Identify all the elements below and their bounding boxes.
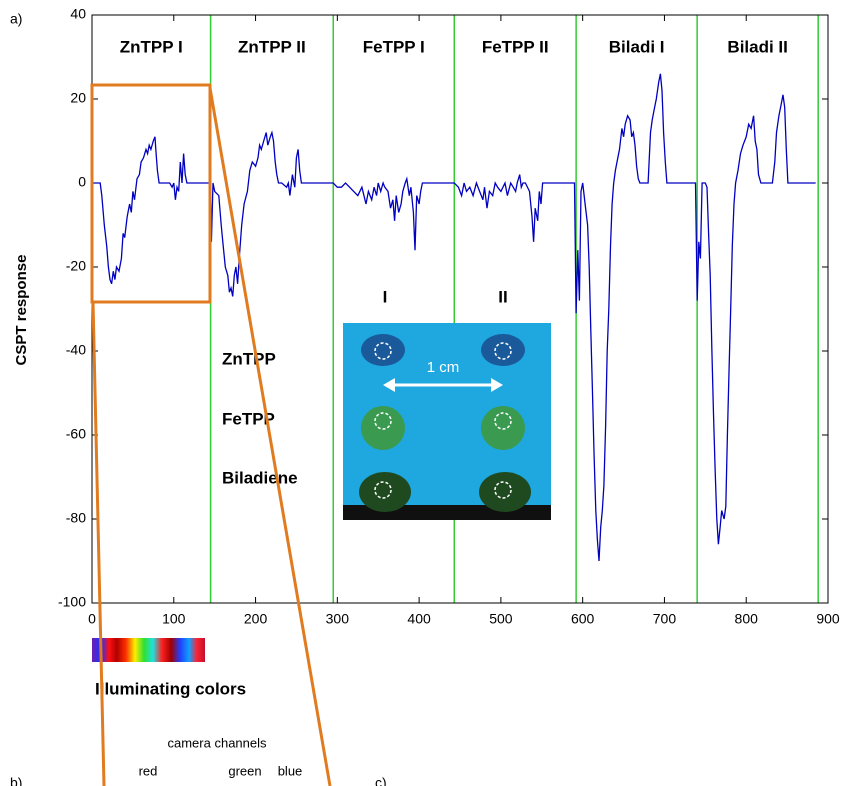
x-tick-label: 700 bbox=[653, 611, 677, 627]
x-tick-label: 600 bbox=[571, 611, 595, 627]
zoom-box bbox=[90, 83, 212, 304]
y-axis-label: CSPT response bbox=[13, 255, 30, 366]
y-tick-label: -20 bbox=[66, 258, 86, 274]
x-tick-label: 200 bbox=[244, 611, 268, 627]
channel-label: red bbox=[139, 763, 158, 778]
x-tick-label: 0 bbox=[88, 611, 96, 627]
spectrum-bar bbox=[92, 638, 205, 662]
row-label: ZnTPP bbox=[222, 349, 276, 368]
zoom-line bbox=[208, 87, 332, 786]
segment-label: Biladi II bbox=[727, 37, 787, 56]
y-tick-label: -40 bbox=[66, 342, 86, 358]
row-label: Biladiene bbox=[222, 468, 298, 487]
y-tick-label: -80 bbox=[66, 510, 86, 526]
panel-label: c) bbox=[375, 775, 387, 786]
x-tick-label: 500 bbox=[489, 611, 513, 627]
spot bbox=[479, 472, 531, 512]
segment-label: ZnTPP II bbox=[238, 37, 306, 56]
x-tick-label: 100 bbox=[162, 611, 186, 627]
segment-label: ZnTPP I bbox=[120, 37, 183, 56]
data-line bbox=[92, 73, 816, 562]
spot bbox=[481, 334, 525, 366]
arrow-head bbox=[491, 378, 503, 392]
spectrum-caption: Illuminating colors bbox=[95, 679, 246, 698]
zoom-line bbox=[91, 301, 106, 786]
plot: ZnTPP I ZnTPP II FeTPP I FeTPP II Biladi I Bi… bbox=[58, 6, 840, 627]
column-label: I bbox=[383, 287, 388, 306]
camera-title: camera channels bbox=[168, 735, 267, 750]
column-label: II bbox=[498, 287, 507, 306]
scale-label: 1 cm bbox=[427, 359, 460, 376]
inset-photo: 1 cm bbox=[343, 323, 551, 520]
panel-label: a) bbox=[10, 11, 22, 27]
y-tick-label: -60 bbox=[66, 426, 86, 442]
segment-label: Biladi I bbox=[609, 37, 665, 56]
y-tick-label: 40 bbox=[70, 6, 86, 22]
spot bbox=[361, 406, 405, 450]
x-tick-label: 900 bbox=[816, 611, 840, 627]
spot bbox=[359, 472, 411, 512]
x-tick-label: 400 bbox=[407, 611, 431, 627]
y-tick-label: -100 bbox=[58, 594, 86, 610]
channel-label: green bbox=[228, 763, 261, 778]
x-tick-label: 300 bbox=[326, 611, 350, 627]
y-tick-label: 0 bbox=[78, 174, 86, 190]
spot bbox=[361, 334, 405, 366]
arrow-head bbox=[383, 378, 395, 392]
spot-markers bbox=[374, 342, 512, 499]
spot bbox=[481, 406, 525, 450]
panel-label: b) bbox=[10, 775, 22, 786]
y-tick-label: 20 bbox=[70, 90, 86, 106]
segment-label: FeTPP I bbox=[363, 37, 425, 56]
row-label: FeTPP bbox=[222, 409, 275, 428]
x-tick-label: 800 bbox=[735, 611, 759, 627]
channel-label: blue bbox=[278, 763, 303, 778]
segment-label: FeTPP II bbox=[482, 37, 549, 56]
